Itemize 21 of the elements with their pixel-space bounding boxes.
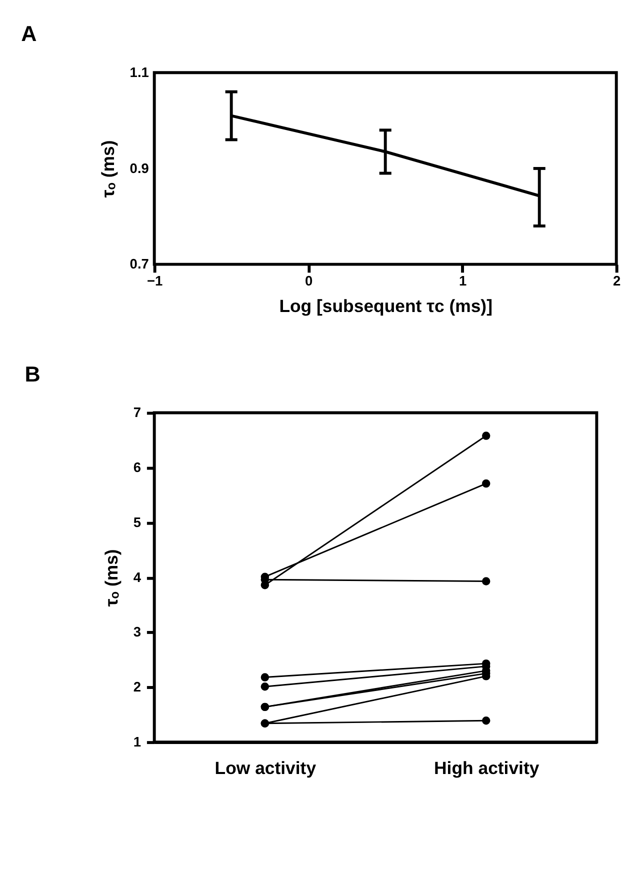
y-tick-label: 0.7 <box>130 256 150 272</box>
x-tick-label: 0 <box>305 273 314 288</box>
x-tick-label: 1 <box>459 273 468 288</box>
y-tick-label: 2 <box>133 680 142 695</box>
y-tick-label: 1 <box>133 734 142 750</box>
y-tick-label: 1.1 <box>130 65 150 80</box>
y-tick-label: 7 <box>133 405 142 420</box>
x-tick-label: Low activity <box>214 758 316 778</box>
chart-title: B <box>24 361 40 386</box>
chart-title: A <box>21 21 38 46</box>
x-tick-label: −1 <box>146 273 164 288</box>
y-tick-label: 3 <box>133 624 142 640</box>
x-axis-title: Log [subsequent τc (ms)] <box>279 296 492 316</box>
y-axis-title: τₒ (ms) <box>98 140 118 198</box>
y-tick-label: 0.9 <box>130 160 150 176</box>
y-axis-title: τₒ (ms) <box>102 549 122 607</box>
x-tick-label: High activity <box>434 758 540 778</box>
y-tick-label: 4 <box>133 570 142 585</box>
y-tick-label: 5 <box>133 514 142 530</box>
x-tick-label: 2 <box>613 273 622 288</box>
y-tick-label: 6 <box>133 460 142 476</box>
